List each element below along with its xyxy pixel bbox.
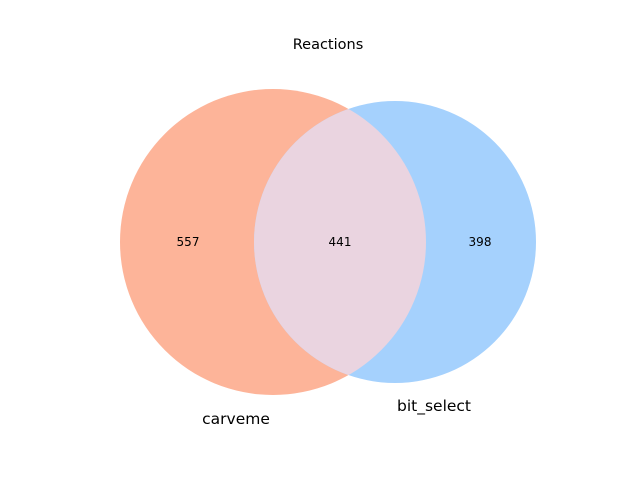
chart-title: Reactions [293, 37, 364, 53]
intersection-count: 441 [329, 235, 352, 249]
set-label-carveme: carveme [202, 410, 270, 428]
set-label-bit-select: bit_select [397, 397, 471, 416]
carveme-only-count: 557 [177, 235, 200, 249]
intersection-region [254, 101, 426, 383]
bit-select-only-count: 398 [469, 235, 492, 249]
